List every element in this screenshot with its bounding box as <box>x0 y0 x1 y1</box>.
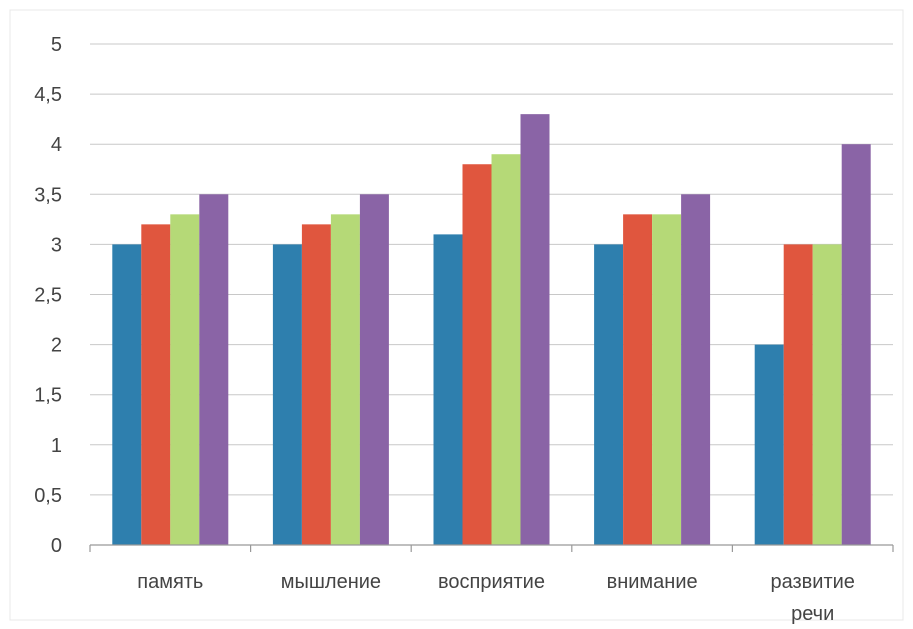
bar <box>652 214 682 545</box>
y-tick-label: 1,5 <box>34 385 62 407</box>
bar <box>594 244 624 545</box>
y-axis-ticks: 0 0,5 1 1,5 2 2,5 3 3,5 4 4,5 5 <box>34 34 62 557</box>
bar <box>462 164 492 546</box>
y-tick-label: 0,5 <box>34 485 62 507</box>
bar <box>330 214 360 545</box>
bar <box>623 214 653 545</box>
y-tick-label: 2 <box>51 335 62 357</box>
bar <box>141 224 171 546</box>
bar <box>783 244 813 545</box>
bar <box>301 224 331 546</box>
x-category-label: восприятие <box>438 571 545 593</box>
x-category-label: память <box>137 571 203 593</box>
y-tick-label: 4,5 <box>34 84 62 106</box>
chart-border <box>9 9 904 621</box>
bar <box>199 194 229 546</box>
y-tick-label: 5 <box>51 34 62 56</box>
x-category-label: внимание <box>607 571 698 593</box>
bar <box>520 114 550 545</box>
bar <box>433 234 463 545</box>
bar <box>112 244 142 545</box>
x-category-label: мышление <box>281 571 381 593</box>
bar <box>170 214 200 545</box>
y-tick-label: 3 <box>51 234 62 256</box>
y-tick-label: 2,5 <box>34 285 62 307</box>
x-axis <box>89 544 894 552</box>
bar <box>272 244 302 545</box>
y-tick-label: 0 <box>51 535 62 557</box>
bars <box>112 114 871 546</box>
bar <box>491 154 521 545</box>
x-category-label: развитие речи <box>770 571 854 625</box>
y-tick-label: 1 <box>51 435 62 457</box>
bar <box>754 344 784 545</box>
bar <box>359 194 389 546</box>
bar <box>681 194 711 546</box>
category-labels: память мышление восприятие внимание развитие… <box>137 571 855 625</box>
bar <box>841 144 871 545</box>
y-tick-label: 3,5 <box>34 184 62 206</box>
bar <box>812 244 842 545</box>
y-tick-label: 4 <box>51 134 62 156</box>
